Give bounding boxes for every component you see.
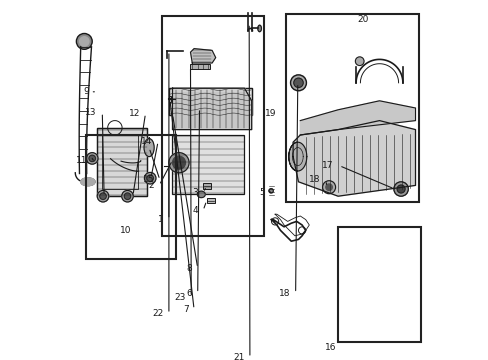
Circle shape: [168, 153, 189, 173]
Circle shape: [89, 155, 95, 162]
Text: 19: 19: [265, 109, 276, 118]
Bar: [97, 128, 147, 196]
Circle shape: [97, 190, 108, 202]
Polygon shape: [300, 101, 415, 135]
Text: 16: 16: [324, 343, 336, 351]
Bar: [206, 198, 214, 203]
Polygon shape: [190, 49, 215, 63]
Text: 1: 1: [158, 215, 163, 224]
Bar: [172, 135, 244, 194]
Ellipse shape: [197, 191, 205, 198]
Text: 20: 20: [357, 15, 368, 24]
Bar: [168, 96, 171, 102]
Polygon shape: [288, 142, 306, 171]
Text: 8: 8: [186, 264, 192, 273]
Ellipse shape: [144, 139, 154, 157]
Text: 3: 3: [192, 188, 197, 197]
Bar: [337, 227, 420, 342]
Bar: [168, 88, 251, 115]
Text: 21: 21: [233, 354, 244, 360]
Text: 14: 14: [141, 137, 152, 146]
Text: 9: 9: [83, 87, 89, 96]
Circle shape: [122, 190, 133, 202]
Text: 23: 23: [174, 292, 185, 302]
Ellipse shape: [139, 132, 145, 145]
Text: 4: 4: [192, 206, 197, 215]
Bar: [162, 16, 264, 236]
Circle shape: [86, 153, 98, 164]
Bar: [86, 135, 176, 259]
Polygon shape: [292, 121, 415, 196]
Text: 17: 17: [322, 161, 333, 170]
Text: 13: 13: [85, 108, 97, 117]
Bar: [168, 88, 251, 115]
Text: 6: 6: [186, 289, 192, 298]
Circle shape: [76, 33, 92, 49]
Circle shape: [325, 184, 332, 190]
Bar: [190, 64, 210, 69]
Text: 18: 18: [309, 175, 320, 184]
Bar: [97, 128, 147, 196]
Circle shape: [293, 78, 303, 87]
Circle shape: [144, 172, 156, 184]
Circle shape: [355, 57, 363, 66]
Text: 22: 22: [152, 309, 163, 318]
Text: 7: 7: [183, 305, 188, 314]
Ellipse shape: [81, 178, 95, 186]
Bar: [203, 183, 211, 189]
Ellipse shape: [257, 25, 261, 32]
Circle shape: [100, 193, 106, 199]
Circle shape: [172, 156, 185, 169]
Circle shape: [396, 185, 404, 193]
Polygon shape: [172, 88, 251, 130]
Circle shape: [124, 193, 130, 199]
Bar: [174, 92, 249, 128]
Circle shape: [393, 182, 407, 196]
Circle shape: [322, 181, 335, 194]
Text: 12: 12: [128, 109, 140, 118]
Text: 18: 18: [278, 289, 289, 298]
Text: 10: 10: [120, 226, 131, 235]
Circle shape: [290, 75, 306, 91]
Ellipse shape: [268, 189, 273, 193]
Circle shape: [79, 36, 89, 47]
Text: 15: 15: [142, 175, 154, 184]
Text: 2: 2: [148, 181, 153, 190]
Bar: [102, 135, 138, 189]
Circle shape: [146, 175, 153, 181]
Text: 11: 11: [76, 156, 88, 165]
Text: 5: 5: [259, 188, 265, 197]
Bar: [285, 14, 418, 202]
Ellipse shape: [136, 129, 147, 148]
